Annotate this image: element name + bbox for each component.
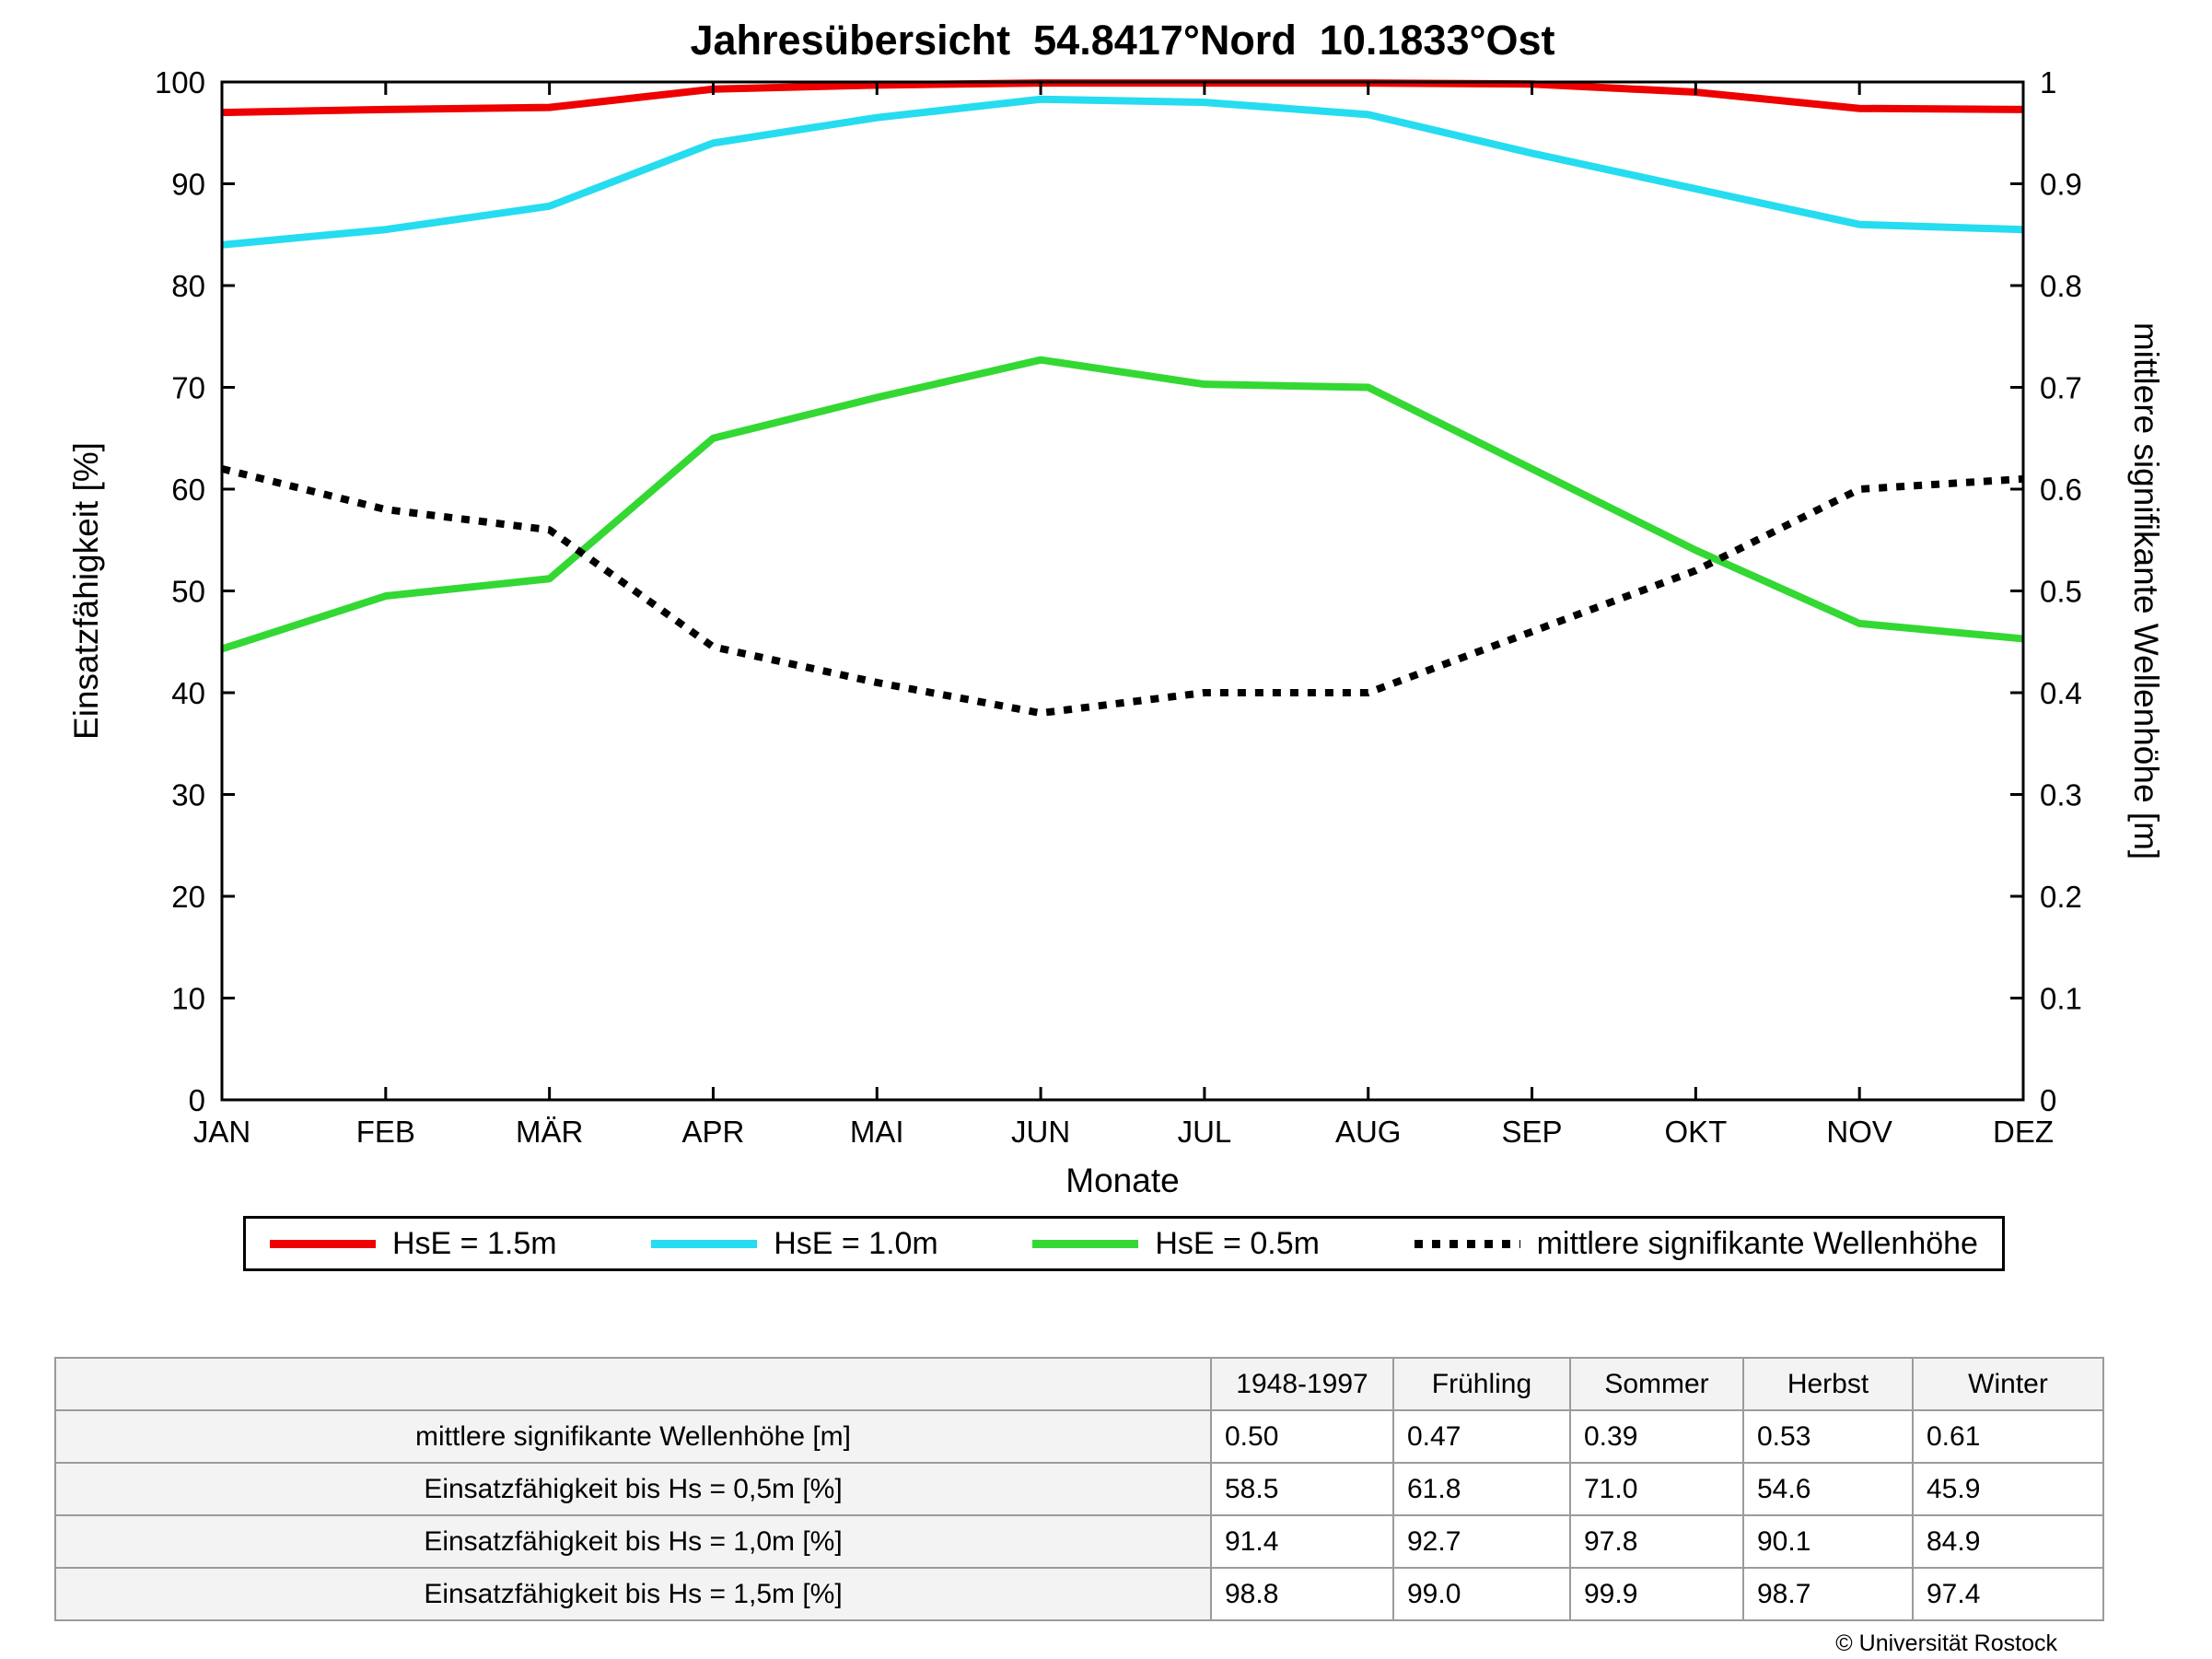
y-left-tick-label: 90: [171, 168, 205, 202]
y-right-tick-label: 0.5: [2040, 575, 2082, 609]
plot-area: 0 0 10 0.1 20 0.2 30 0.3 40 0.4 50 0.5 60 0.6 70 0.7 80 0…: [67, 65, 2165, 1199]
cell-value: 0.53: [1742, 1409, 1914, 1464]
cell-value: 92.7: [1392, 1514, 1571, 1569]
y-right-tick-label: 0.8: [2040, 269, 2082, 303]
cell-value: 0.61: [1912, 1409, 2104, 1464]
chart-title: Jahresübersicht 54.8417°Nord 10.1833°Ost: [690, 17, 1555, 64]
season-stats-table: 1948-1997 Frühling Sommer Herbst Winter …: [54, 1357, 2104, 1621]
cell-value: 71.0: [1569, 1462, 1744, 1516]
header-herbst: Herbst: [1742, 1357, 1914, 1411]
x-axis-label: Monate: [1065, 1162, 1179, 1199]
cell-value: 45.9: [1912, 1462, 2104, 1516]
y-right-tick-label: 0.4: [2040, 676, 2082, 710]
copyright-text: © Universität Rostock: [1835, 1630, 2057, 1656]
x-tick-label: OKT: [1664, 1115, 1727, 1149]
legend-line-cyan-icon: [651, 1239, 758, 1248]
y-left-tick-label: 60: [171, 473, 205, 507]
cell-value: 98.8: [1210, 1567, 1394, 1621]
series-line-2: [220, 356, 2024, 653]
y-right-tick-label: 0: [2040, 1083, 2056, 1117]
legend-line-red-icon: [270, 1239, 376, 1248]
x-tick-label: JAN: [193, 1115, 250, 1149]
x-tick-label: MAI: [850, 1115, 904, 1149]
y-right-tick-label: 0.6: [2040, 473, 2082, 507]
cell-value: 97.4: [1912, 1567, 2104, 1621]
header-period: 1948-1997: [1210, 1357, 1394, 1411]
table-row: Einsatzfähigkeit bis Hs = 1,5m [%] 98.8 …: [54, 1567, 2104, 1621]
legend-line-dotted-icon: [1414, 1239, 1520, 1248]
cell-value: 0.47: [1392, 1409, 1571, 1464]
y-left-tick-label: 0: [189, 1083, 205, 1117]
header-fruehling: Frühling: [1392, 1357, 1571, 1411]
y-right-tick-label: 0.2: [2040, 880, 2082, 914]
y-left-tick-label: 100: [155, 65, 205, 99]
x-tick-label: JUL: [1178, 1115, 1232, 1149]
cell-value: 0.50: [1210, 1409, 1394, 1464]
row-label: Einsatzfähigkeit bis Hs = 0,5m [%]: [54, 1462, 1212, 1516]
x-tick-label: APR: [682, 1115, 745, 1149]
cell-value: 91.4: [1210, 1514, 1394, 1569]
table-row: Einsatzfähigkeit bis Hs = 1,0m [%] 91.4 …: [54, 1514, 2104, 1569]
y-right-tick-label: 0.3: [2040, 778, 2082, 812]
legend-item-hse05: HsE = 0.5m: [1032, 1226, 1320, 1262]
x-tick-label: NOV: [1826, 1115, 1892, 1149]
legend: HsE = 1.5m HsE = 1.0m HsE = 0.5m mittler…: [243, 1216, 2005, 1271]
header-winter: Winter: [1912, 1357, 2104, 1411]
legend-label-hse05: HsE = 0.5m: [1155, 1225, 1320, 1261]
legend-label-hse10: HsE = 1.0m: [774, 1225, 938, 1261]
row-label: Einsatzfähigkeit bis Hs = 1,5m [%]: [54, 1567, 1212, 1621]
x-tick-label: JUN: [1011, 1115, 1070, 1149]
y-left-tick-label: 30: [171, 778, 205, 812]
legend-label-wellenhoehe: mittlere signifikante Wellenhöhe: [1536, 1225, 1978, 1261]
table-header-row: 1948-1997 Frühling Sommer Herbst Winter: [54, 1357, 2104, 1411]
y-axis-label-left: Einsatzfähigkeit [%]: [67, 442, 105, 740]
cell-value: 84.9: [1912, 1514, 2104, 1569]
cell-value: 99.0: [1392, 1567, 1571, 1621]
x-tick-label: MÄR: [516, 1115, 583, 1149]
table-row: Einsatzfähigkeit bis Hs = 0,5m [%] 58.5 …: [54, 1462, 2104, 1516]
cell-value: 54.6: [1742, 1462, 1914, 1516]
row-label: mittlere signifikante Wellenhöhe [m]: [54, 1409, 1212, 1464]
cell-value: 97.8: [1569, 1514, 1744, 1569]
cell-value: 90.1: [1742, 1514, 1914, 1569]
y-left-tick-label: 50: [171, 575, 205, 609]
table-row: mittlere signifikante Wellenhöhe [m] 0.5…: [54, 1409, 2104, 1464]
legend-item-wellenhoehe: mittlere signifikante Wellenhöhe: [1414, 1225, 1978, 1262]
series-line-3: [221, 465, 2024, 718]
legend-line-green-icon: [1032, 1239, 1139, 1248]
y-left-tick-label: 40: [171, 676, 205, 710]
y-right-tick-label: 1: [2040, 65, 2056, 99]
y-left-tick-label: 20: [171, 880, 205, 914]
cell-value: 58.5: [1210, 1462, 1394, 1516]
x-tick-label: DEZ: [1993, 1115, 2054, 1149]
y-right-tick-label: 0.7: [2040, 371, 2082, 405]
y-left-tick-label: 10: [171, 982, 205, 1016]
cell-value: 99.9: [1569, 1567, 1744, 1621]
y-right-tick-label: 0.9: [2040, 168, 2082, 202]
x-tick-label: FEB: [356, 1115, 415, 1149]
legend-label-hse15: HsE = 1.5m: [392, 1225, 557, 1261]
x-tick-label: AUG: [1335, 1115, 1402, 1149]
plot-background: [222, 82, 2023, 1100]
y-axis-label-right: mittlere signifikante Wellenhöhe [m]: [2127, 322, 2165, 859]
cell-value: 61.8: [1392, 1462, 1571, 1516]
cell-value: 98.7: [1742, 1567, 1914, 1621]
row-label: Einsatzfähigkeit bis Hs = 1,0m [%]: [54, 1514, 1212, 1569]
y-left-tick-label: 80: [171, 269, 205, 303]
header-sommer: Sommer: [1569, 1357, 1744, 1411]
x-tick-label: SEP: [1502, 1115, 1563, 1149]
header-empty: [54, 1357, 1212, 1411]
cell-value: 0.39: [1569, 1409, 1744, 1464]
series-line-1: [221, 95, 2024, 249]
legend-item-hse15: HsE = 1.5m: [270, 1226, 557, 1262]
legend-item-hse10: HsE = 1.0m: [651, 1226, 938, 1262]
y-right-tick-label: 0.1: [2040, 982, 2082, 1016]
y-left-tick-label: 70: [171, 371, 205, 405]
